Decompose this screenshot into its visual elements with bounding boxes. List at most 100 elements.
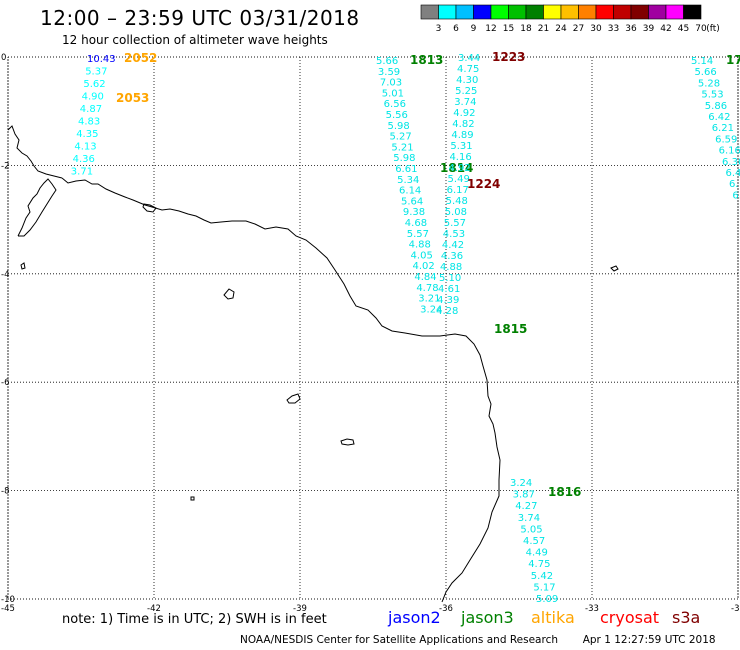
scale-label: 30	[590, 24, 602, 34]
scale-swatch	[490, 4, 509, 20]
wave-height-value: 5.48	[446, 196, 468, 207]
latitude-tick-label: -6	[1, 378, 9, 388]
wave-height-value: 7.03	[380, 78, 402, 89]
footnote: note: 1) Time is in UTC; 2) SWH is in fe…	[62, 612, 327, 627]
wave-height-value: 5.28	[698, 78, 720, 89]
wave-height-value: 4.84	[414, 272, 436, 283]
scale-swatch	[665, 4, 684, 20]
wave-height-value: 4.83	[78, 117, 100, 128]
wave-height-value: 5.27	[389, 132, 411, 143]
scale-label: 45	[678, 24, 689, 34]
wave-height-value: 4.92	[453, 108, 475, 119]
pass-time-label: 1223	[492, 50, 525, 64]
latitude-tick-label: -4	[1, 270, 9, 280]
wave-height-value: 5.98	[388, 121, 410, 132]
wave-height-value: 4.92	[449, 163, 471, 174]
track-jason2: 10.43 5.375.62 4.904.87 4.834.35 4.134.36 3.7…	[71, 51, 158, 178]
wave-height-value: 4.05	[411, 250, 433, 261]
wave-height-value: 9.38	[403, 207, 425, 218]
generated-timestamp: Apr 1 12:27:59 UTC 2018	[582, 634, 716, 646]
wave-height-value: 5.21	[391, 142, 413, 153]
scale-swatch	[613, 4, 632, 20]
scale-label: 3	[436, 24, 442, 34]
wave-height-value: 4.28	[436, 306, 458, 317]
scale-swatch	[543, 4, 562, 20]
wave-height-value: 6.21	[712, 123, 734, 134]
scale-label: 12	[485, 24, 496, 34]
wave-height-value: 5.01	[382, 88, 404, 99]
wave-height-value: 5.05	[520, 524, 542, 535]
color-scale-legend: 3 6 9 12 15 18 21 24 27 30 33 36 39 42 45 70 (ft)	[420, 4, 720, 34]
wave-height-value: 6.	[729, 179, 739, 190]
wave-height-value: 4.88	[440, 262, 462, 273]
wave-height-value: 5.57	[444, 218, 466, 229]
wave-height-value: 3.44	[458, 53, 480, 64]
wave-height-value: 4.42	[442, 240, 464, 251]
wave-height-value: 5.98	[393, 153, 415, 164]
wave-height-value: 5.09	[536, 594, 558, 605]
wave-height-value: 4.68	[405, 218, 427, 229]
wave-height-value: 4.90	[82, 92, 104, 103]
wave-height-value: 4.49	[526, 548, 548, 559]
track-cryosat: 3.444.754.305.253.744.924.824.895.314.16…	[436, 50, 525, 317]
scale-label: 42	[660, 24, 671, 34]
track-jason3: 5.145.665.285.535.866.426.216.596.166.30…	[691, 53, 740, 201]
pass-time-label: 2053	[116, 91, 149, 105]
wave-height-value: 4.16	[449, 152, 471, 163]
map-frame	[7, 56, 739, 600]
coastline-northwest	[7, 125, 63, 237]
chart-title: 12:00 – 23:59 UTC 03/31/2018	[40, 6, 360, 30]
wave-height-value: 5.14	[691, 56, 713, 67]
wave-height-value: 3.74	[518, 513, 540, 524]
longitude-tick-label: -30	[731, 604, 740, 614]
wave-height-value: 4.13	[74, 142, 96, 153]
axis-ticks: 0 -2 -4 -6 -8 -10-45 -42 -39 -36 -33 -30	[1, 53, 740, 614]
wave-height-value: 4.36	[441, 251, 463, 262]
wave-height-value: 3.21	[418, 294, 440, 305]
wave-height-value: 6.61	[395, 164, 417, 175]
wave-height-value: 3.24	[420, 304, 442, 315]
wave-height-value: 4.82	[452, 119, 474, 130]
scale-swatch	[595, 4, 614, 20]
chart-subtitle: 12 hour collection of altimeter wave hei…	[62, 33, 328, 47]
wave-height-value: 4.35	[76, 129, 98, 140]
island-6	[190, 496, 195, 501]
wave-height-value: 10.43	[87, 54, 116, 65]
wave-height-value: 4.30	[456, 75, 478, 86]
map-grid	[7, 56, 739, 600]
scale-label: 27	[573, 24, 584, 34]
scale-swatch	[648, 4, 667, 20]
wave-height-value: 3.24	[510, 478, 532, 489]
scale-label: 15	[503, 24, 514, 34]
wave-height-value: 5.56	[386, 110, 408, 121]
wave-height-value: 5.08	[445, 207, 467, 218]
wave-height-value: 4.89	[451, 130, 473, 141]
latitude-tick-label: -10	[1, 595, 15, 605]
wave-height-value: 4.27	[515, 501, 537, 512]
island-4	[610, 265, 619, 272]
wave-height-value: 3.74	[454, 97, 476, 108]
island-1	[223, 288, 235, 300]
scale-label: 36	[625, 24, 637, 34]
wave-height-value: 5.37	[85, 67, 107, 78]
wave-height-value: 5.53	[701, 90, 723, 101]
longitude-tick-label: -33	[585, 604, 599, 614]
wave-height-value: 5.25	[455, 86, 477, 97]
wave-height-value: 6.	[732, 190, 740, 201]
wave-height-value: 5.34	[397, 175, 419, 186]
track-jason3: 3.243.874.273.745.054.574.494.755.425.17…	[510, 478, 581, 605]
wave-height-value: 4.53	[443, 229, 465, 240]
latitude-tick-label: -2	[1, 161, 9, 171]
scale-swatch	[578, 4, 597, 20]
pass-time-label: 17	[726, 53, 740, 67]
scale-swatch	[420, 4, 439, 20]
wave-height-value: 5.66	[376, 56, 398, 67]
wave-height-value: 5.10	[439, 273, 461, 284]
wave-height-value: 3.87	[513, 490, 535, 501]
satellite-legend-s3a: s3a	[672, 608, 701, 627]
coastline	[7, 125, 619, 603]
wave-height-value: 4.88	[409, 240, 431, 251]
wave-height-value: 6.14	[399, 186, 421, 197]
wave-height-value: 4.75	[528, 559, 550, 570]
